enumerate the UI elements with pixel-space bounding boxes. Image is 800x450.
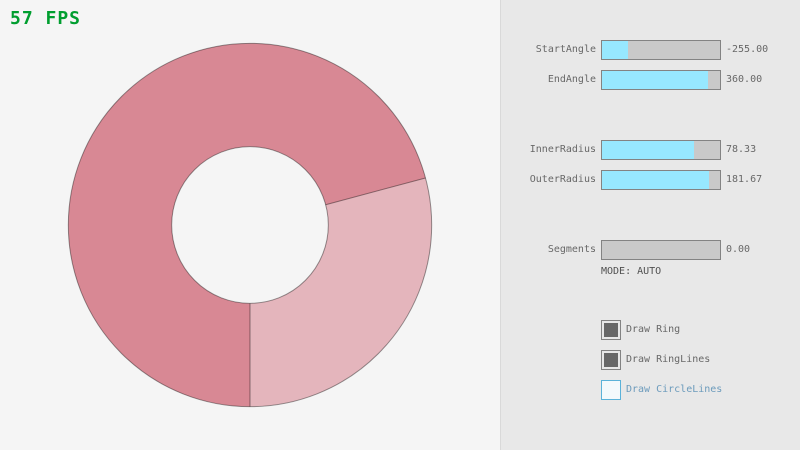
slider-row-segments: Segments 0.00: [501, 240, 800, 260]
slider-fill: [602, 141, 695, 159]
slider-row-startangle: StartAngle -255.00: [501, 40, 800, 60]
control-panel: StartAngle -255.00 EndAngle 360.00 Inner…: [500, 0, 800, 450]
slider-label: EndAngle: [547, 74, 596, 85]
slider-value: 360.00: [726, 74, 763, 85]
checkbox-row-draw-ringlines: Draw RingLines: [601, 350, 800, 370]
draw-circlelines-checkbox[interactable]: [601, 380, 621, 400]
outer-radius-slider[interactable]: [601, 170, 721, 190]
draw-ring-checkbox[interactable]: [601, 320, 621, 340]
slider-fill: [602, 171, 710, 189]
slider-value: 181.67: [726, 174, 763, 185]
slider-fill: [602, 41, 628, 59]
slider-fill: [602, 71, 709, 89]
check-mark-icon: [604, 323, 618, 337]
slider-value: 0.00: [726, 244, 751, 255]
slider-label: InnerRadius: [529, 144, 596, 155]
slider-label: StartAngle: [535, 44, 596, 55]
slider-value: 78.33: [726, 144, 757, 155]
segments-slider[interactable]: [601, 240, 721, 260]
slider-label: Segments: [547, 244, 596, 255]
checkbox-row-draw-ring: Draw Ring: [601, 320, 800, 340]
start-angle-slider[interactable]: [601, 40, 721, 60]
slider-row-innerradius: InnerRadius 78.33: [501, 140, 800, 160]
slider-row-outerradius: OuterRadius 181.67: [501, 170, 800, 190]
inner-radius-slider[interactable]: [601, 140, 721, 160]
draw-ringlines-checkbox[interactable]: [601, 350, 621, 370]
end-angle-slider[interactable]: [601, 70, 721, 90]
slider-row-endangle: EndAngle 360.00: [501, 70, 800, 90]
check-mark-icon: [604, 353, 618, 367]
checkbox-label: Draw RingLines: [626, 354, 711, 365]
checkbox-label: Draw CircleLines: [626, 384, 723, 395]
slider-label: OuterRadius: [529, 174, 596, 185]
donut-ring: [67, 42, 433, 408]
fps-counter: 57 FPS: [10, 8, 82, 29]
checkbox-label: Draw Ring: [626, 324, 681, 335]
checkbox-row-draw-circlelines: Draw CircleLines: [601, 380, 800, 400]
mode-label: MODE: AUTO: [601, 266, 662, 277]
slider-value: -255.00: [726, 44, 769, 55]
